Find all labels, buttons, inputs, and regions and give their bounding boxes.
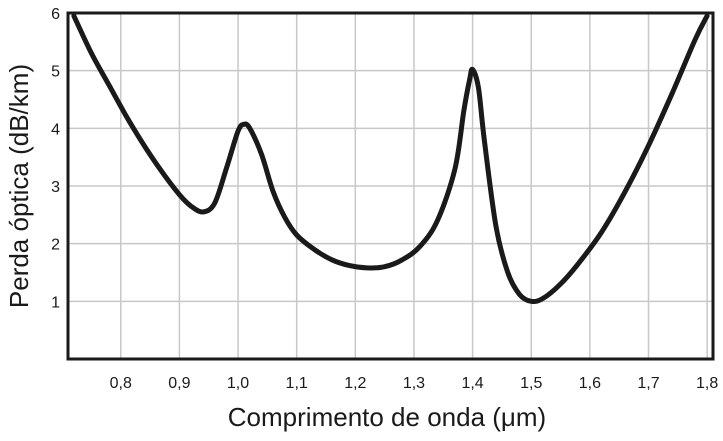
x-tick-label: 1,7 <box>637 375 659 392</box>
x-tick-labels: 0,8 0,9 1,0 1,1 1,2 1,3 1,4 1,5 1,6 1,7 1,8 <box>110 375 719 392</box>
x-axis-label: Comprimento de onda (μm) <box>228 402 546 432</box>
x-tick-label: 1,8 <box>696 375 718 392</box>
x-tick-label: 1,5 <box>520 375 542 392</box>
y-tick-labels: 1 2 3 4 5 6 <box>51 6 60 311</box>
y-tick-label: 4 <box>51 121 60 138</box>
y-tick-label: 6 <box>51 6 60 23</box>
plot-frame <box>66 11 715 361</box>
x-tick-label: 0,9 <box>168 375 190 392</box>
y-axis-label: Perda óptica (dB/km) <box>4 64 34 308</box>
series-line <box>71 13 710 305</box>
y-tick-label: 2 <box>51 237 60 254</box>
x-tick-label: 1,4 <box>461 375 483 392</box>
grid <box>68 12 713 359</box>
y-tick-label: 5 <box>51 64 60 81</box>
y-tick-label: 1 <box>51 294 60 311</box>
x-tick-label: 1,6 <box>579 375 601 392</box>
x-tick-label: 1,0 <box>227 375 249 392</box>
x-tick-label: 1,3 <box>403 375 425 392</box>
x-tick-label: 1,2 <box>344 375 366 392</box>
x-tick-label: 1,1 <box>286 375 308 392</box>
x-tick-label: 0,8 <box>110 375 132 392</box>
y-tick-label: 3 <box>51 179 60 196</box>
